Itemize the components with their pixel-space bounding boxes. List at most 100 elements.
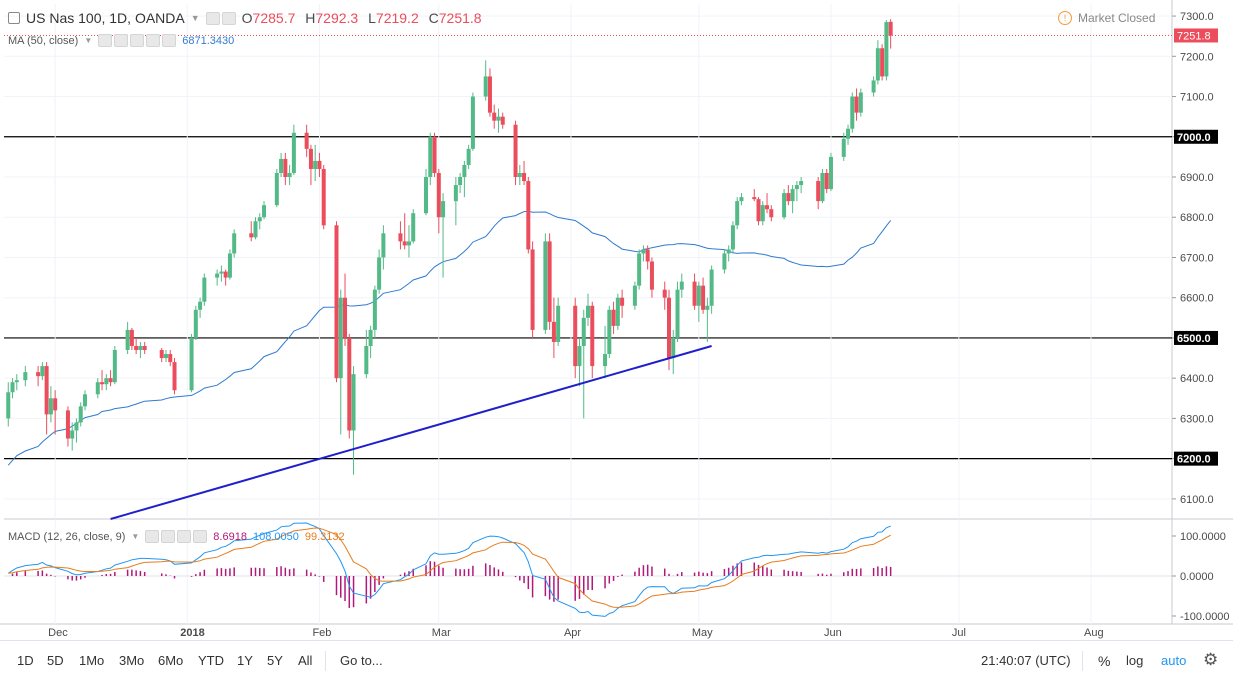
candle-body[interactable] (36, 372, 41, 377)
candle-body[interactable] (262, 205, 267, 218)
candle-body[interactable] (215, 273, 220, 278)
candle-body[interactable] (752, 197, 757, 200)
candle-body[interactable] (406, 241, 411, 246)
symbol-title[interactable]: US Nas 100, 1D, OANDA (26, 10, 185, 26)
candle-body[interactable] (402, 241, 407, 246)
candle-body[interactable] (799, 181, 804, 186)
candle-body[interactable] (483, 76, 488, 97)
candle-body[interactable] (112, 350, 117, 383)
candle-body[interactable] (198, 301, 203, 310)
candle-body[interactable] (871, 80, 876, 93)
candle-body[interactable] (850, 96, 855, 129)
candle-body[interactable] (23, 372, 28, 381)
candle-body[interactable] (816, 181, 821, 202)
candle-body[interactable] (675, 289, 680, 338)
candle-body[interactable] (756, 199, 761, 222)
candle-body[interactable] (377, 257, 382, 290)
candle-body[interactable] (662, 289, 667, 298)
candle-body[interactable] (100, 382, 105, 385)
candle-body[interactable] (607, 309, 612, 355)
candle-body[interactable] (372, 289, 377, 330)
candle-body[interactable] (696, 285, 701, 306)
candle-body[interactable] (500, 116, 505, 125)
candle-body[interactable] (705, 305, 710, 310)
candle-body[interactable] (74, 422, 79, 431)
candle-body[interactable] (193, 309, 198, 338)
log-scale-button[interactable]: log (1126, 653, 1144, 668)
candle-body[interactable] (134, 345, 139, 351)
candle-body[interactable] (730, 225, 735, 250)
macd-actions[interactable] (145, 530, 208, 543)
candle-body[interactable] (142, 345, 147, 351)
candle-body[interactable] (104, 378, 109, 385)
candle-body[interactable] (556, 305, 561, 342)
candle-body[interactable] (726, 249, 731, 254)
candle-body[interactable] (547, 241, 552, 322)
candle-body[interactable] (338, 297, 343, 379)
candle-body[interactable] (517, 172, 522, 178)
candle-body[interactable] (880, 48, 885, 77)
candle-body[interactable] (6, 392, 11, 419)
candle-body[interactable] (279, 158, 284, 173)
candle-body[interactable] (782, 193, 787, 218)
candle-body[interactable] (398, 233, 403, 242)
candle-body[interactable] (611, 309, 616, 326)
candle-body[interactable] (679, 281, 684, 290)
chevron-down-icon[interactable]: ▼ (190, 13, 200, 23)
candle-body[interactable] (411, 213, 416, 242)
candle-body[interactable] (44, 366, 49, 415)
chevron-down-icon[interactable]: ▼ (131, 532, 140, 541)
candle-body[interactable] (603, 354, 608, 367)
candle-body[interactable] (526, 181, 531, 250)
candle-body[interactable] (841, 138, 846, 157)
candle-body[interactable] (14, 380, 19, 383)
candle-body[interactable] (334, 225, 339, 379)
candle-body[interactable] (466, 148, 471, 165)
candle-body[interactable] (875, 48, 880, 81)
ma-label[interactable]: MA (50, close) (8, 34, 79, 47)
candle-body[interactable] (765, 205, 770, 210)
macd-line[interactable] (8, 522, 891, 617)
candle-body[interactable] (40, 366, 45, 377)
candle-body[interactable] (641, 249, 646, 254)
candle-body[interactable] (274, 172, 279, 206)
candle-body[interactable] (513, 124, 518, 178)
candle-body[interactable] (645, 249, 650, 262)
candle-body[interactable] (70, 430, 75, 439)
candle-body[interactable] (436, 172, 441, 218)
candle-body[interactable] (424, 177, 429, 214)
candle-body[interactable] (854, 96, 859, 113)
candle-body[interactable] (321, 168, 326, 226)
candle-body[interactable] (884, 22, 889, 77)
candle-body[interactable] (487, 76, 492, 113)
candle-body[interactable] (159, 350, 164, 359)
candle-body[interactable] (65, 410, 70, 439)
ma-line[interactable] (7, 210, 892, 466)
candle-body[interactable] (586, 305, 590, 318)
candle-body[interactable] (168, 354, 173, 363)
market-status[interactable]: ! Market Closed (1058, 11, 1155, 25)
candle-body[interactable] (227, 253, 232, 278)
candle-body[interactable] (317, 160, 322, 169)
candle-body[interactable] (590, 305, 595, 367)
candle-body[interactable] (470, 96, 475, 149)
range-5d-button[interactable]: 5D (47, 653, 64, 668)
candle-body[interactable] (637, 253, 642, 286)
candle-body[interactable] (347, 337, 352, 431)
ma-actions[interactable] (98, 34, 177, 47)
candle-body[interactable] (351, 374, 356, 431)
candle-body[interactable] (620, 297, 625, 306)
candle-body[interactable] (577, 345, 582, 367)
range-1mo-button[interactable]: 1Mo (79, 653, 105, 668)
price-pane[interactable] (4, 4, 1172, 519)
candle-body[interactable] (739, 197, 744, 202)
candle-body[interactable] (428, 136, 433, 178)
gear-icon[interactable]: ⚙ (1203, 650, 1219, 669)
candle-body[interactable] (163, 354, 168, 359)
candle-body[interactable] (735, 201, 740, 226)
candle-body[interactable] (95, 382, 100, 395)
candle-body[interactable] (232, 233, 237, 254)
collapse-icon[interactable] (8, 12, 20, 24)
candle-body[interactable] (846, 128, 851, 139)
range-all-button[interactable]: All (298, 653, 313, 668)
